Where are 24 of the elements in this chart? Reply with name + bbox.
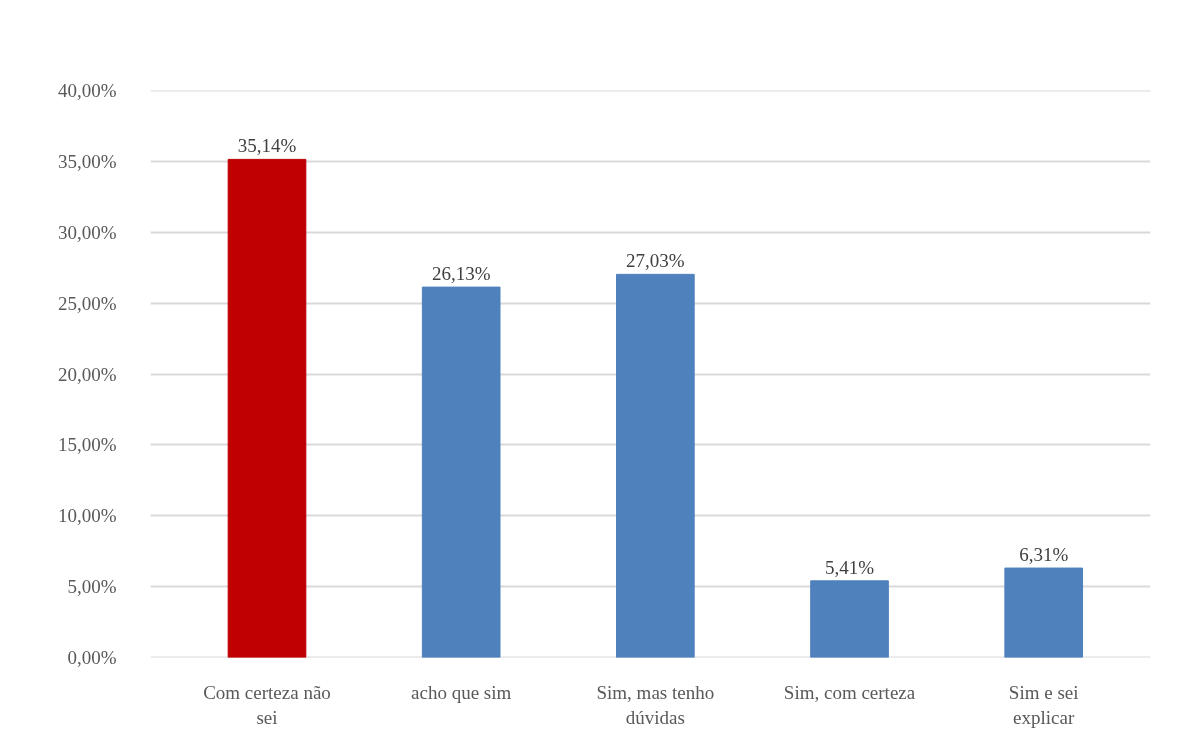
bar — [1004, 567, 1084, 658]
y-tick-label: 20,00% — [57, 363, 117, 385]
y-tick-label: 40,00% — [57, 80, 117, 101]
y-tick-label: 30,00% — [57, 221, 117, 243]
data-label: 6,31% — [1019, 544, 1069, 566]
bar — [421, 286, 501, 658]
bar — [227, 158, 307, 658]
x-tick-label: acho que sim — [411, 681, 512, 703]
data-label: 5,41% — [824, 556, 875, 578]
data-label: 35,14% — [237, 135, 297, 157]
y-tick-label: 35,00% — [57, 150, 117, 172]
data-label: 27,03% — [626, 250, 685, 272]
y-tick-label: 15,00% — [57, 434, 117, 456]
y-tick-label: 10,00% — [57, 505, 117, 527]
y-tick-label: 5,00% — [67, 576, 117, 598]
x-tick-label: Sim, mas tenho dúvidas — [596, 681, 715, 728]
x-tick-label: Com certeza não sei — [203, 681, 331, 728]
x-tick-label: Sim, com certeza — [783, 681, 916, 703]
x-tick-label: Sim e sei explicar — [1008, 681, 1079, 728]
y-tick-label: 25,00% — [57, 292, 117, 314]
data-label: 26,13% — [431, 263, 491, 285]
bar — [810, 580, 889, 658]
y-tick-label: 0,00% — [67, 647, 117, 668]
bar — [616, 273, 695, 658]
